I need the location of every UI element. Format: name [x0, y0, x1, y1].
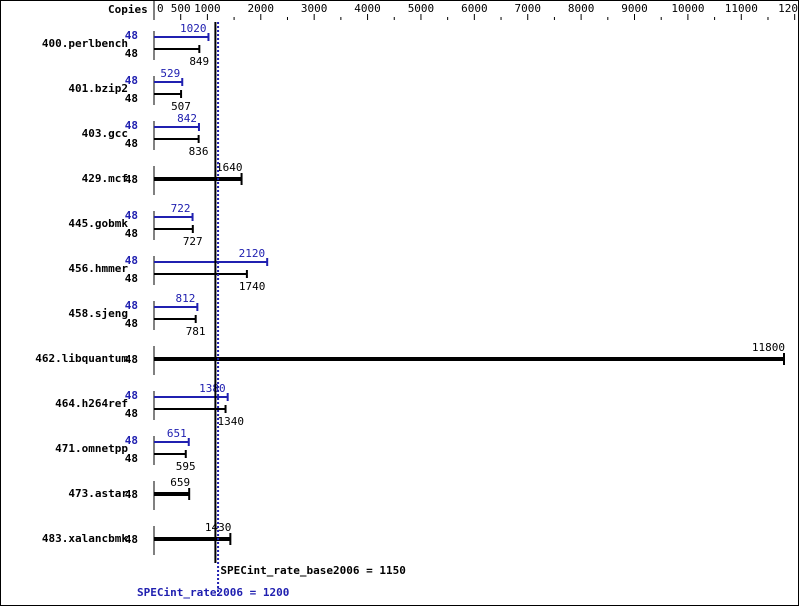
tick-label: 8000 [568, 2, 595, 15]
peak-value: 812 [175, 292, 195, 305]
peak-copies: 48 [125, 29, 138, 42]
peak-value: 1380 [199, 382, 226, 395]
tick-label: 12000 [778, 2, 799, 15]
tick-label: 4000 [354, 2, 381, 15]
benchmark-label: 445.gobmk [68, 217, 128, 230]
tick-label: 6000 [461, 2, 488, 15]
benchmark-label: 401.bzip2 [68, 82, 128, 95]
base-value: 1640 [216, 161, 243, 174]
base-copies: 48 [125, 317, 138, 330]
peak-copies: 48 [125, 389, 138, 402]
peak-value: 529 [160, 67, 180, 80]
peak-value: 1020 [180, 22, 207, 35]
tick-label: 7000 [514, 2, 541, 15]
benchmark-label: 483.xalancbmk [42, 532, 128, 545]
peak-copies: 48 [125, 434, 138, 447]
peak-copies: 48 [125, 119, 138, 132]
tick-label: 3000 [301, 2, 328, 15]
base-value: 781 [186, 325, 206, 338]
peak-copies: 48 [125, 74, 138, 87]
base-copies: 48 [125, 227, 138, 240]
peak-copies: 48 [125, 209, 138, 222]
tick-label: 9000 [621, 2, 648, 15]
base-copies: 48 [125, 137, 138, 150]
base-copies: 48 [125, 452, 138, 465]
base-copies: 48 [125, 353, 138, 366]
tick-label: 500 [171, 2, 191, 15]
tick-label: 1000 [194, 2, 221, 15]
peak-value: 2120 [239, 247, 266, 260]
base-copies: 48 [125, 407, 138, 420]
base-value: 836 [189, 145, 209, 158]
benchmark-label: 400.perlbench [42, 37, 128, 50]
base-value: 659 [170, 476, 190, 489]
peak-value: 651 [167, 427, 187, 440]
benchmark-label: 456.hmmer [68, 262, 128, 275]
peak-copies: 48 [125, 299, 138, 312]
base-value: 849 [189, 55, 209, 68]
base-summary-label: SPECint_rate_base2006 = 1150 [220, 564, 405, 577]
tick-label: 10000 [671, 2, 704, 15]
benchmark-label: 403.gcc [82, 127, 128, 140]
benchmark-label: 473.astar [68, 487, 128, 500]
copies-header: Copies [108, 3, 148, 16]
benchmark-label: 471.omnetpp [55, 442, 128, 455]
base-value: 595 [176, 460, 196, 473]
peak-value: 842 [177, 112, 197, 125]
tick-label: 0 [157, 2, 164, 15]
base-copies: 48 [125, 173, 138, 186]
base-value: 727 [183, 235, 203, 248]
base-value: 1740 [239, 280, 266, 293]
benchmark-label: 464.h264ref [55, 397, 128, 410]
benchmark-label: 458.sjeng [68, 307, 128, 320]
tick-label: 11000 [725, 2, 758, 15]
base-copies: 48 [125, 272, 138, 285]
base-copies: 48 [125, 47, 138, 60]
tick-label: 5000 [408, 2, 435, 15]
benchmark-label: 429.mcf [82, 172, 128, 185]
base-value: 1340 [218, 415, 245, 428]
tick-label: 2000 [248, 2, 275, 15]
base-copies: 48 [125, 92, 138, 105]
base-value: 507 [171, 100, 191, 113]
base-value: 11800 [752, 341, 785, 354]
peak-copies: 48 [125, 254, 138, 267]
base-copies: 48 [125, 488, 138, 501]
peak-summary-label: SPECint_rate2006 = 1200 [137, 586, 289, 599]
peak-value: 722 [171, 202, 191, 215]
benchmark-label: 462.libquantum [35, 352, 128, 365]
base-copies: 48 [125, 533, 138, 546]
